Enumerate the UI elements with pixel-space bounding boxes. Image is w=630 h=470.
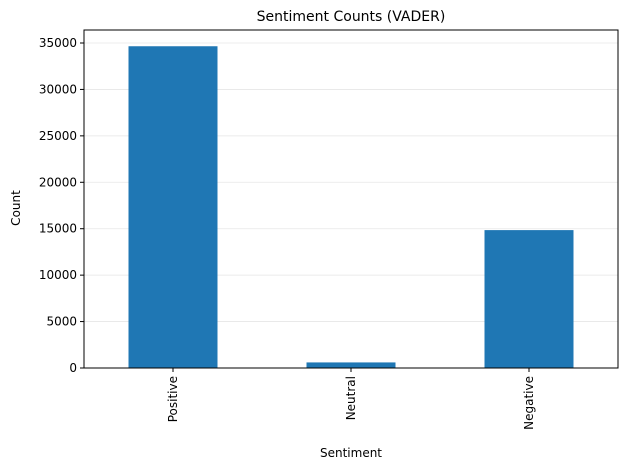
y-axis-label: Count	[9, 190, 23, 226]
y-tick-label: 0	[69, 361, 77, 375]
bar-neutral	[306, 362, 396, 368]
y-tick-label: 15000	[39, 222, 77, 236]
bar-positive	[128, 46, 218, 368]
y-tick-label: 35000	[39, 36, 77, 50]
y-ticks-layer: 0 5000 10000 15000 20000 25000 30000 35000	[39, 36, 84, 375]
bars-layer	[128, 46, 574, 368]
y-tick-label: 30000	[39, 82, 77, 96]
x-tick-label-negative: Negative	[522, 376, 536, 430]
x-ticks-layer: Positive Neutral Negative	[166, 368, 536, 430]
bar-negative	[484, 230, 574, 368]
y-tick-label: 10000	[39, 268, 77, 282]
y-tick-label: 25000	[39, 129, 77, 143]
x-tick-label-neutral: Neutral	[344, 376, 358, 420]
y-tick-label: 20000	[39, 175, 77, 189]
x-tick-label-positive: Positive	[166, 376, 180, 422]
y-tick-label: 5000	[46, 315, 77, 329]
chart-title: Sentiment Counts (VADER)	[257, 9, 446, 25]
x-axis-label: Sentiment	[320, 446, 382, 460]
